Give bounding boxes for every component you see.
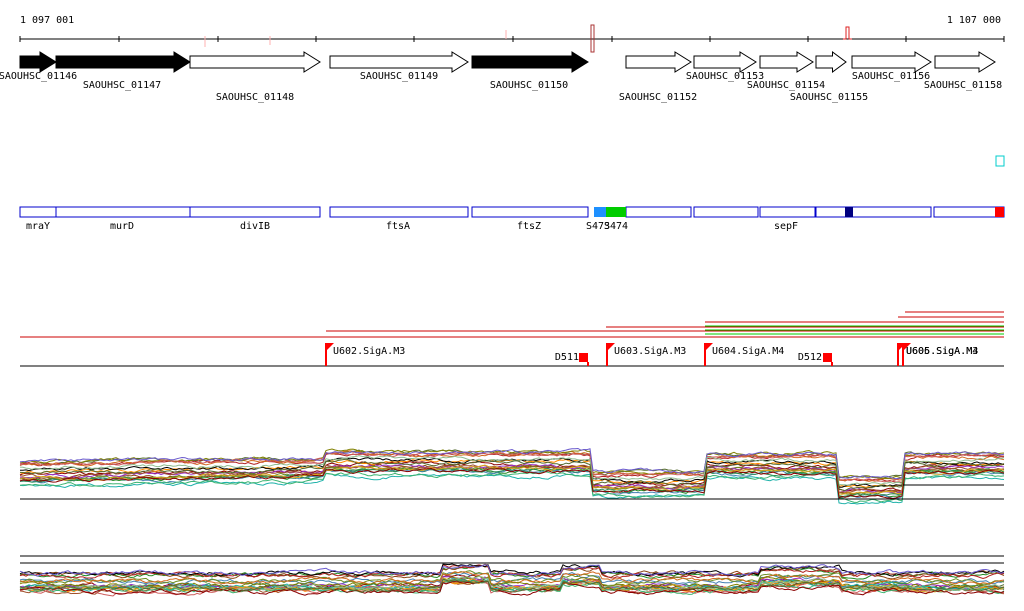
annotation-label-murd: murD — [110, 221, 134, 232]
gene-saouhsc_01154[interactable]: SAOUHSC_01154 — [747, 51, 825, 91]
gene-saouhsc_01158[interactable]: SAOUHSC_01158 — [924, 51, 1002, 91]
ruler-marks — [204, 24, 852, 53]
promoter-u602-siga-m3[interactable]: U602.SigA.M3 — [325, 343, 405, 366]
annotation-s473[interactable] — [594, 207, 606, 217]
gene-arrow[interactable] — [625, 51, 692, 73]
end-coordinate: 1 107 000 — [947, 15, 1001, 26]
gene-label: SAOUHSC_01147 — [83, 80, 161, 91]
annotation-label-ftsz: ftsZ — [517, 221, 541, 232]
annotation-label-mray: mraY — [26, 221, 50, 232]
expression-profile — [19, 458, 1005, 492]
annotation-box[interactable] — [933, 206, 1005, 218]
annotation-label-ftsa: ftsA — [386, 221, 410, 232]
annotation-navy-segment[interactable] — [845, 207, 853, 217]
expression-profile — [19, 472, 1005, 505]
gene-label: SAOUHSC_01158 — [924, 80, 1002, 91]
gene-saouhsc_01147[interactable]: SAOUHSC_01147 — [55, 51, 191, 91]
promoter-label: U602.SigA.M3 — [333, 346, 405, 357]
gene-saouhsc_01155[interactable]: SAOUHSC_01155 — [790, 51, 868, 103]
expression-profile — [19, 471, 1005, 504]
annotation-s474[interactable] — [606, 207, 626, 217]
expression-profile — [19, 447, 1005, 480]
gene-track: SAOUHSC_01146 SAOUHSC_01147 SAOUHSC_01148 S… — [0, 51, 1002, 103]
gene-label: SAOUHSC_01146 — [0, 71, 77, 82]
promoter-u604-siga-m4[interactable]: U604.SigA.M4 — [704, 343, 784, 366]
gene-arrow[interactable] — [759, 51, 814, 73]
gene-label: SAOUHSC_01149 — [360, 71, 438, 82]
promoter-label: U605.SigA.M4 — [906, 346, 978, 357]
gene-arrow[interactable] — [19, 51, 57, 73]
promoter-label: U604.SigA.M4 — [712, 346, 784, 357]
expression-profile — [20, 457, 1005, 488]
gene-saouhsc_01153[interactable]: SAOUHSC_01153 — [686, 51, 764, 82]
annotation-red-segment[interactable] — [995, 207, 1004, 217]
expression-profile — [19, 467, 1005, 500]
annotation-label-sepf: sepF — [774, 221, 798, 232]
annotation-label-divib: divIB — [240, 221, 270, 232]
gene-saouhsc_01148[interactable]: SAOUHSC_01148 — [189, 51, 321, 103]
annotation-box[interactable] — [19, 206, 57, 218]
gene-label: SAOUHSC_01152 — [619, 92, 697, 103]
gene-arrow[interactable] — [851, 51, 932, 73]
gene-saouhsc_01150[interactable]: SAOUHSC_01150 — [471, 51, 589, 91]
expression-profile — [19, 464, 1005, 495]
gene-saouhsc_01146[interactable]: SAOUHSC_01146 — [0, 51, 77, 82]
promoter-u603-siga-m3[interactable]: U603.SigA.M3 — [606, 343, 686, 366]
gene-arrow[interactable] — [55, 51, 191, 73]
promoter-track: U602.SigA.M3 D511 U603.SigA.M3 U604.SigA.M4… — [20, 311, 1004, 367]
annotation-label-s473: S473 — [586, 221, 610, 232]
gene-arrow[interactable] — [189, 51, 321, 73]
expression-profile — [19, 578, 1005, 594]
expression-profile — [19, 563, 1005, 578]
start-coordinate: 1 097 001 — [20, 15, 74, 26]
expression-profile — [19, 564, 1005, 578]
unmatched-marker[interactable] — [995, 155, 1005, 167]
annotation-box[interactable] — [189, 206, 321, 218]
expression-profile — [19, 463, 1005, 494]
annotation-box[interactable] — [693, 206, 759, 218]
promoter-label: U603.SigA.M3 — [614, 346, 686, 357]
promoter-label: D511 — [555, 352, 579, 363]
promoter-u606-siga-m3[interactable]: U606.SigA.M3 — [902, 343, 978, 366]
expression-profile — [19, 580, 1005, 596]
gene-arrow[interactable] — [329, 51, 469, 73]
annotation-box[interactable] — [759, 206, 816, 218]
annotation-box[interactable] — [625, 206, 692, 218]
gene-saouhsc_01156[interactable]: SAOUHSC_01156 — [851, 51, 932, 82]
promoter-d511[interactable]: D511 — [555, 352, 589, 366]
gene-label: SAOUHSC_01148 — [216, 92, 294, 103]
gene-arrow[interactable] — [693, 51, 757, 73]
annotation-box[interactable] — [55, 206, 191, 218]
gene-label: SAOUHSC_01155 — [790, 92, 868, 103]
gene-saouhsc_01152[interactable]: SAOUHSC_01152 — [619, 51, 697, 103]
gene-label: SAOUHSC_01156 — [852, 71, 930, 82]
ruler-ticks — [19, 36, 1005, 42]
annotation-box[interactable] — [329, 206, 469, 218]
promoter-d512[interactable]: D512 — [798, 352, 833, 366]
annotation-box[interactable] — [815, 206, 932, 218]
expression-profile — [19, 570, 1005, 587]
expression-profile — [19, 455, 1005, 487]
gene-label: SAOUHSC_01154 — [747, 80, 825, 91]
annotation-box[interactable] — [471, 206, 589, 218]
expression-track-lower — [19, 555, 1005, 597]
expression-profile — [19, 571, 1005, 585]
gene-arrow[interactable] — [934, 51, 996, 73]
gene-arrow[interactable] — [471, 51, 589, 73]
gene-saouhsc_01149[interactable]: SAOUHSC_01149 — [329, 51, 469, 82]
promoter-label: D512 — [798, 352, 822, 363]
gene-arrow[interactable] — [815, 51, 847, 73]
coordinate-ruler: 1 097 001 1 107 000 — [19, 15, 1005, 53]
promoter-label: U606.SigA.M3 — [906, 346, 978, 357]
expression-track-upper — [19, 447, 1005, 505]
gene-label: SAOUHSC_01153 — [686, 71, 764, 82]
annotation-label-s474: S474 — [604, 221, 628, 232]
gene-label: SAOUHSC_01150 — [490, 80, 568, 91]
expression-profile — [19, 451, 1005, 483]
